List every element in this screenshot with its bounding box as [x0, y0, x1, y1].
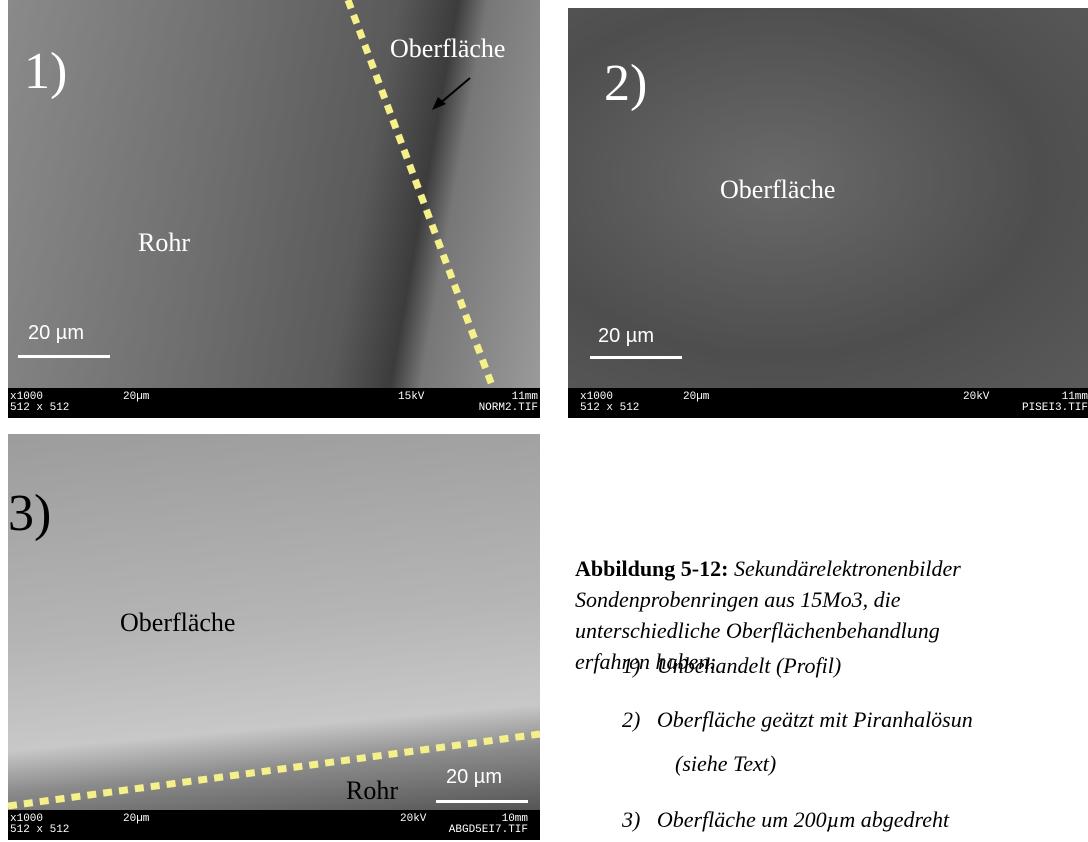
caption-line: Sekundärelektronenbilder: [734, 556, 961, 581]
info: 20µm: [123, 391, 149, 403]
info: 512 x 512: [10, 824, 69, 836]
caption-line: Sondenprobenringen aus 15Mo3, die: [575, 587, 900, 612]
panel-label: 2): [604, 54, 647, 113]
info: 20kV: [400, 813, 426, 825]
caption-line: unterschiedliche Oberflächenbehandlung: [575, 618, 940, 643]
item-text: Oberfläche geätzt mit Piranhalösun: [657, 707, 973, 732]
caption-label: Abbildung 5-12:: [575, 556, 728, 581]
info-bar: x1000 512 x 512 20µm 15kV 11mm NORM2.TIF: [8, 388, 540, 418]
list-item: 3) Oberfläche um 200µm abgedreht: [622, 798, 949, 842]
annotation: Oberfläche: [720, 175, 835, 205]
info-bar: x1000 512 x 512 20µm 20kV 10mm ABGD5EI7.…: [8, 810, 540, 840]
sem-image-2: 2) Oberfläche 20 µm x1000 512 x 512 20µm…: [568, 8, 1088, 418]
item-number: 3): [622, 807, 640, 832]
info: 20µm: [123, 813, 149, 825]
list-item: 1) Unbehandelt (Profil): [622, 644, 841, 688]
list-item: (siehe Text): [675, 742, 776, 786]
page: 1) Oberfläche Rohr 20 µm x1000 512 x 512…: [0, 0, 1088, 840]
scale-bar: [590, 356, 682, 359]
scale-bar: [18, 355, 110, 358]
info: 15kV: [398, 391, 424, 403]
annotation: Rohr: [346, 776, 398, 806]
sem-image-3: 3) Oberfläche Rohr 20 µm x1000 512 x 512…: [8, 434, 540, 840]
info: ABGD5EI7.TIF: [449, 824, 528, 836]
annotation: Oberfläche: [120, 608, 235, 638]
scale-bar: [436, 800, 528, 803]
info: 20µm: [683, 391, 709, 403]
item-text: Unbehandelt (Profil): [657, 653, 841, 678]
item-text: Oberfläche um 200µm abgedreht: [657, 807, 949, 832]
item-number: 2): [622, 707, 640, 732]
item-text: (siehe Text): [675, 751, 776, 776]
item-number: 1): [622, 653, 640, 678]
list-item: 2) Oberfläche geätzt mit Piranhalösun: [622, 698, 973, 742]
annotation: Rohr: [138, 228, 190, 258]
info: 20kV: [963, 391, 989, 403]
sem-image-1: 1) Oberfläche Rohr 20 µm x1000 512 x 512…: [8, 0, 540, 418]
info: PISEI3.TIF: [1022, 402, 1088, 414]
panel-label: 3): [8, 484, 51, 543]
scale-bar-label: 20 µm: [446, 766, 502, 789]
annotation: Oberfläche: [390, 34, 505, 64]
panel-label: 1): [24, 42, 67, 101]
info-bar: x1000 512 x 512 20µm 20kV 11mm PISEI3.TI…: [568, 388, 1088, 418]
info: 512 x 512: [10, 402, 69, 414]
scale-bar-label: 20 µm: [598, 325, 654, 348]
info: 512 x 512: [580, 402, 639, 414]
info: NORM2.TIF: [479, 402, 538, 414]
scale-bar-label: 20 µm: [28, 322, 84, 345]
